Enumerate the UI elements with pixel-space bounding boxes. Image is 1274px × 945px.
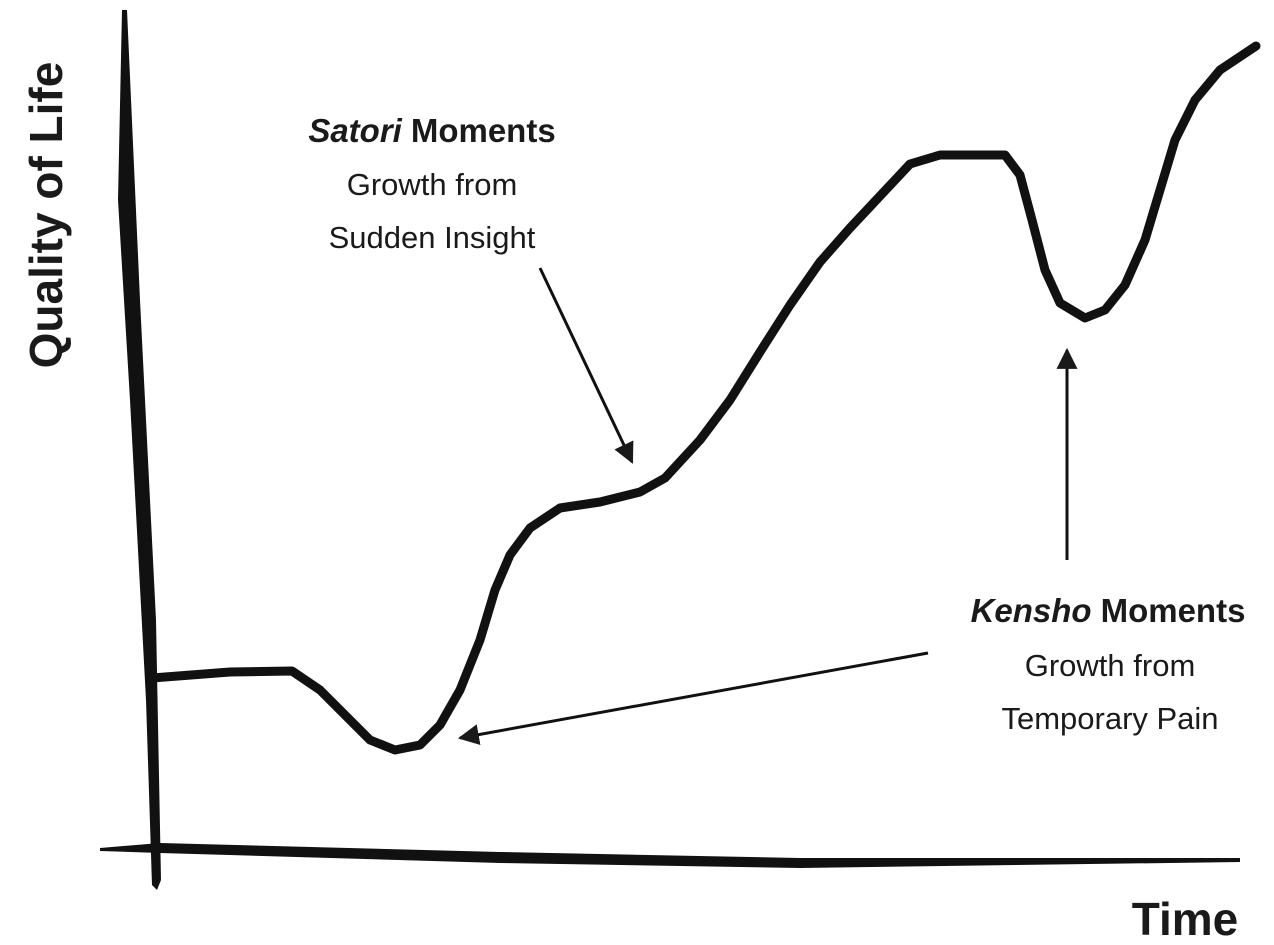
annotation-title-rest: Moments <box>1101 592 1246 629</box>
annotation-title-italic: Kensho <box>971 592 1092 629</box>
x-axis <box>100 843 1240 868</box>
annotation-title-italic: Satori <box>308 112 402 149</box>
kensho-arrow-left <box>457 651 929 745</box>
annotation-title-rest: Moments <box>411 112 556 149</box>
satori-arrow <box>538 267 634 464</box>
y-axis <box>118 10 161 890</box>
annotation-line: Temporary Pain <box>1001 701 1218 736</box>
annotation-line: Sudden Insight <box>329 220 536 255</box>
annotation-title: Satori Moments <box>308 112 555 149</box>
quality-curve <box>147 41 1261 755</box>
annotation-line: Growth from <box>1025 648 1196 683</box>
y-axis-label: Quality of Life <box>20 62 72 369</box>
annotation-title: Kensho Moments <box>971 592 1246 629</box>
x-axis-label: Time <box>1132 893 1239 945</box>
annotation-line: Growth from <box>347 167 518 202</box>
